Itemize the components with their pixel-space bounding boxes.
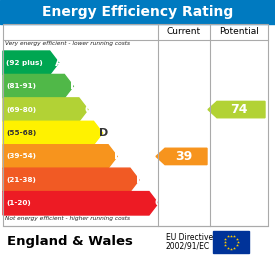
Bar [0, 0, 275, 24]
Text: Potential: Potential [219, 28, 259, 36]
Text: Not energy efficient - higher running costs: Not energy efficient - higher running co… [5, 216, 130, 221]
Polygon shape [3, 51, 59, 74]
Text: (39-54): (39-54) [6, 154, 36, 159]
Polygon shape [3, 168, 139, 192]
Bar [3, 24, 268, 226]
Text: D: D [99, 128, 108, 138]
Text: 74: 74 [230, 103, 247, 116]
Text: Current: Current [167, 28, 201, 36]
Text: England & Wales: England & Wales [7, 236, 133, 248]
Text: (21-38): (21-38) [6, 177, 36, 183]
Bar [213, 231, 249, 253]
Polygon shape [3, 121, 103, 145]
Polygon shape [3, 192, 158, 215]
Polygon shape [208, 101, 265, 118]
Text: 2002/91/EC: 2002/91/EC [166, 241, 210, 251]
Text: (1-20): (1-20) [6, 200, 31, 206]
Text: F: F [136, 175, 144, 185]
Text: (81-91): (81-91) [6, 83, 36, 89]
Text: C: C [85, 104, 93, 115]
Text: (92 plus): (92 plus) [6, 60, 43, 66]
Text: (55-68): (55-68) [6, 130, 36, 136]
Text: B: B [70, 81, 78, 91]
Text: Energy Efficiency Rating: Energy Efficiency Rating [42, 5, 233, 19]
Text: G: G [155, 198, 164, 208]
Text: (69-80): (69-80) [6, 107, 36, 112]
Text: Very energy efficient - lower running costs: Very energy efficient - lower running co… [5, 41, 130, 46]
Polygon shape [3, 98, 88, 121]
Text: 39: 39 [175, 150, 192, 163]
Text: E: E [114, 151, 122, 162]
Text: A: A [55, 58, 64, 68]
Polygon shape [3, 145, 117, 168]
Polygon shape [3, 74, 73, 98]
Text: EU Directive: EU Directive [166, 232, 213, 241]
Polygon shape [156, 148, 207, 165]
